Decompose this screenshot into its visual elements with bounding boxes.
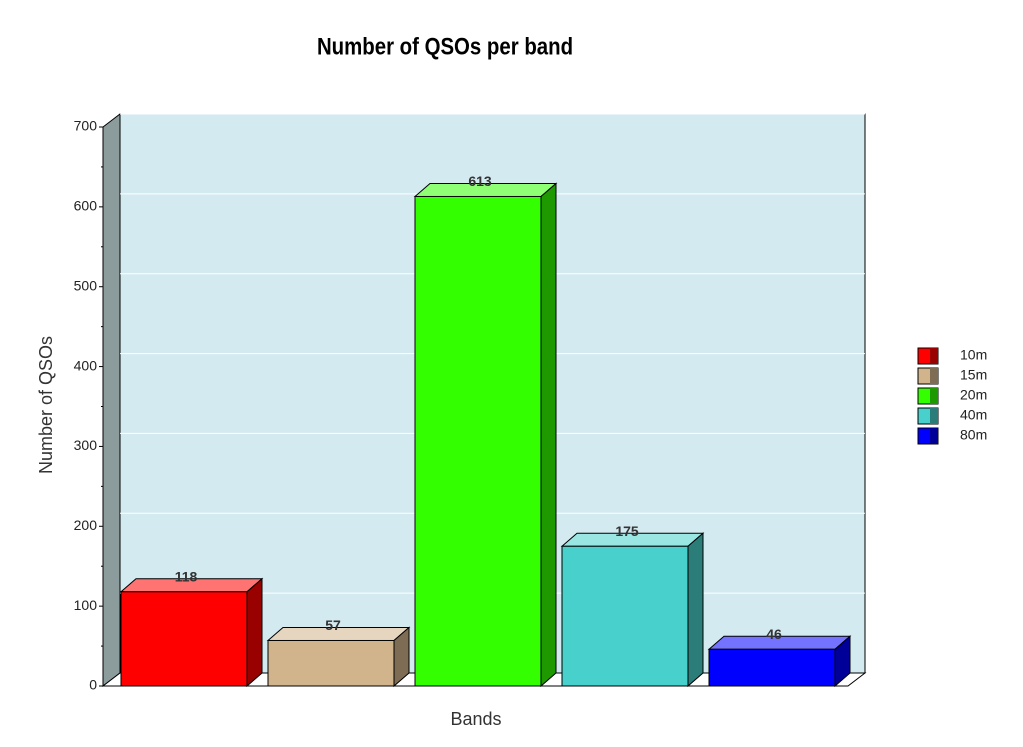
bar-side [687, 532, 704, 688]
y-tick-label: 500 [74, 277, 98, 293]
legend-swatch-shade [930, 348, 938, 364]
legend-swatch-shade [930, 368, 938, 384]
chart-title: Number of QSOs per band [317, 33, 573, 60]
y-tick-label: 600 [74, 198, 98, 214]
legend-swatch-shade [930, 408, 938, 424]
bar-side [540, 182, 557, 688]
bar [561, 545, 689, 687]
y-tick-label: 0 [89, 677, 97, 693]
legend-swatch-shade [930, 388, 938, 404]
bar [708, 648, 836, 687]
y-tick-label: 200 [74, 517, 98, 533]
legend-label: 15m [960, 367, 987, 383]
bar [414, 195, 542, 687]
value-label: 175 [615, 523, 639, 539]
legend-label: 40m [960, 407, 987, 423]
y-tick-label: 300 [74, 437, 98, 453]
y-tick-label: 400 [74, 357, 98, 373]
x-axis-title: Bands [450, 709, 501, 729]
value-label: 46 [766, 626, 782, 642]
legend-label: 80m [960, 427, 987, 443]
value-label: 118 [175, 568, 198, 584]
legend-swatch-shade [930, 428, 938, 444]
bar-side [246, 577, 263, 688]
bar [120, 591, 248, 687]
legend-label: 10m [960, 347, 987, 363]
legend-label: 20m [960, 387, 987, 403]
plot-side-wall [102, 112, 121, 688]
value-label: 57 [325, 617, 341, 633]
y-axis-title: Number of QSOs [36, 336, 56, 474]
bar [267, 639, 395, 687]
y-tick-label: 100 [74, 597, 98, 613]
value-label: 613 [468, 173, 492, 189]
y-tick-label: 700 [74, 118, 98, 134]
